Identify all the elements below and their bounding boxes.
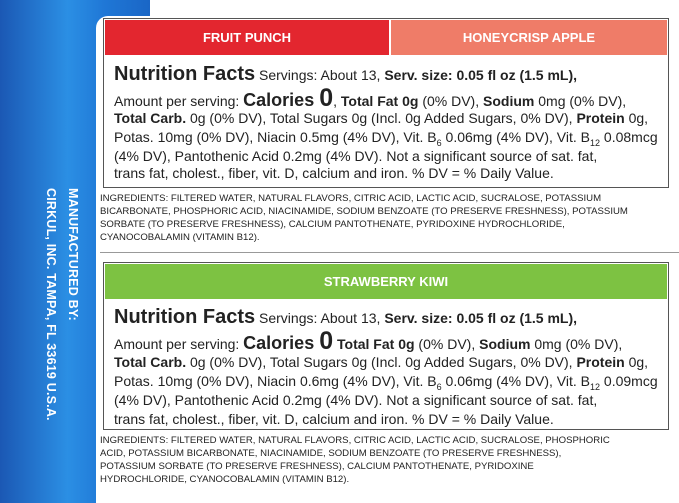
nutrition-text: Serv. size: 0.05 fl oz (1.5 mL), — [384, 310, 578, 326]
nutrition-text: Protein — [576, 110, 625, 126]
nutrition-text: (4% DV), Pantothenic Acid 0.2mg (4% DV).… — [114, 148, 598, 164]
ingredients-line: HYDROCHLORIDE, CYANOCOBALAMIN (VITAMIN B… — [100, 474, 350, 485]
nutrition-text: 12 — [590, 138, 601, 149]
manufacturer-text: MANUFACTURED BY: — [66, 188, 80, 321]
nutrition-text: 0 — [319, 327, 334, 355]
nutrition-text: 12 — [590, 382, 601, 393]
nutrition-text: (0% DV), — [414, 336, 480, 352]
nutrition-text: Calories — [243, 333, 320, 353]
nutrition-text: Sodium — [483, 93, 535, 109]
nutrition-text: Calories — [243, 90, 320, 110]
nutrition-text: Potas. 10mg (0% DV), Niacin 0.5mg (4% DV… — [114, 129, 437, 145]
nutrition-text: 0g (0% DV), Total Sugars 0g (Incl. 0g Ad… — [186, 354, 577, 370]
nutrition-line: Amount per serving: Calories 0, Total Fa… — [114, 84, 627, 112]
nutrition-text: 6 — [436, 138, 442, 149]
nutrition-text: Sodium — [479, 336, 531, 352]
nutrition-text: Amount per serving: — [114, 93, 244, 109]
nutrition-text: Nutrition Facts — [114, 306, 256, 328]
nutrition-line: trans fat, cholest., fiber, vit. D, calc… — [114, 408, 554, 430]
nutrition-text: , — [333, 93, 341, 109]
nutrition-line: Amount per serving: Calories 0 Total Fat… — [114, 327, 623, 355]
nutrition-line: Total Carb. 0g (0% DV), Total Sugars 0g … — [114, 107, 648, 129]
ingredients-line: INGREDIENTS: FILTERED WATER, NATURAL FLA… — [100, 435, 610, 446]
nutrition-text: Total Fat 0g — [333, 336, 415, 352]
flavor-tab: HONEYCRISP APPLE — [391, 20, 667, 55]
nutrition-text: Nutrition Facts — [114, 63, 256, 85]
nutrition-line: Nutrition Facts Servings: About 13, Serv… — [114, 306, 577, 328]
nutrition-text: Protein — [576, 354, 625, 370]
nutrition-text: 0g, — [624, 110, 649, 126]
nutrition-text: 0.06mg (4% DV), Vit. B — [441, 373, 591, 389]
flavor-tab: STRAWBERRY KIWI — [105, 264, 667, 299]
nutrition-text: 0.09mcg — [600, 373, 658, 389]
ingredients-line: SORBATE (TO PRESERVE FRESHNESS), CALCIUM… — [100, 219, 565, 230]
nutrition-box: STRAWBERRY KIWI Nutrition Facts Servings:… — [103, 262, 669, 430]
nutrition-box: FRUIT PUNCH HONEYCRISP APPLE Nutrition Fac… — [103, 18, 669, 188]
nutrition-text: Potas. 10mg (0% DV), Niacin 0.6mg (4% DV… — [114, 373, 437, 389]
nutrition-text: trans fat, cholest., fiber, vit. D, calc… — [114, 411, 554, 427]
nutrition-text: 0.08mcg — [600, 129, 658, 145]
nutrition-text: 0 — [319, 84, 334, 112]
nutrition-line: Potas. 10mg (0% DV), Niacin 0.6mg (4% DV… — [114, 370, 658, 392]
nutrition-line: (4% DV), Pantothenic Acid 0.2mg (4% DV).… — [114, 145, 597, 167]
nutrition-text: 6 — [436, 382, 442, 393]
nutrition-text: 0.06mg (4% DV), Vit. B — [441, 129, 591, 145]
nutrition-text: 0g, — [624, 354, 649, 370]
ingredients-line: INGREDIENTS: FILTERED WATER, NATURAL FLA… — [100, 193, 602, 204]
ingredients-line: CYANOCOBALAMIN (VITAMIN B12). — [100, 232, 260, 243]
divider — [100, 252, 679, 253]
nutrition-line: (4% DV), Pantothenic Acid 0.2mg (4% DV).… — [114, 389, 597, 411]
ingredients-line: BICARBONATE, PHOSPHORIC ACID, NIACINAMID… — [100, 206, 628, 217]
nutrition-text: 0mg (0% DV), — [534, 93, 627, 109]
nutrition-text: trans fat, cholest., fiber, vit. D, calc… — [114, 165, 554, 181]
manufacturer-text: CIRKUL, INC. TAMPA, FL 33619 U.S.A. — [44, 188, 58, 421]
nutrition-line: Total Carb. 0g (0% DV), Total Sugars 0g … — [114, 351, 648, 373]
nutrition-line: Nutrition Facts Servings: About 13, Serv… — [114, 63, 577, 85]
label-panel — [96, 16, 679, 503]
nutrition-text: Total Carb. — [114, 354, 187, 370]
nutrition-text: (0% DV), — [418, 93, 484, 109]
nutrition-text: Total Carb. — [114, 110, 187, 126]
nutrition-text: (4% DV), Pantothenic Acid 0.2mg (4% DV).… — [114, 392, 598, 408]
nutrition-text: Amount per serving: — [114, 336, 244, 352]
flavor-tab: FRUIT PUNCH — [105, 20, 389, 55]
nutrition-text: Serv. size: 0.05 fl oz (1.5 mL), — [384, 67, 578, 83]
nutrition-text: Servings: About 13, — [255, 67, 385, 83]
nutrition-text: Servings: About 13, — [255, 310, 385, 326]
ingredients-line: POTASSIUM SORBATE (TO PRESERVE FRESHNESS… — [100, 461, 534, 472]
nutrition-text: 0mg (0% DV), — [530, 336, 623, 352]
nutrition-text: Total Fat 0g — [340, 93, 419, 109]
nutrition-line: Potas. 10mg (0% DV), Niacin 0.5mg (4% DV… — [114, 126, 658, 148]
nutrition-line: trans fat, cholest., fiber, vit. D, calc… — [114, 162, 554, 184]
nutrition-text: 0g (0% DV), Total Sugars 0g (Incl. 0g Ad… — [186, 110, 577, 126]
ingredients-line: ACID, POTASSIUM BICARBONATE, NIACINAMIDE… — [100, 448, 562, 459]
